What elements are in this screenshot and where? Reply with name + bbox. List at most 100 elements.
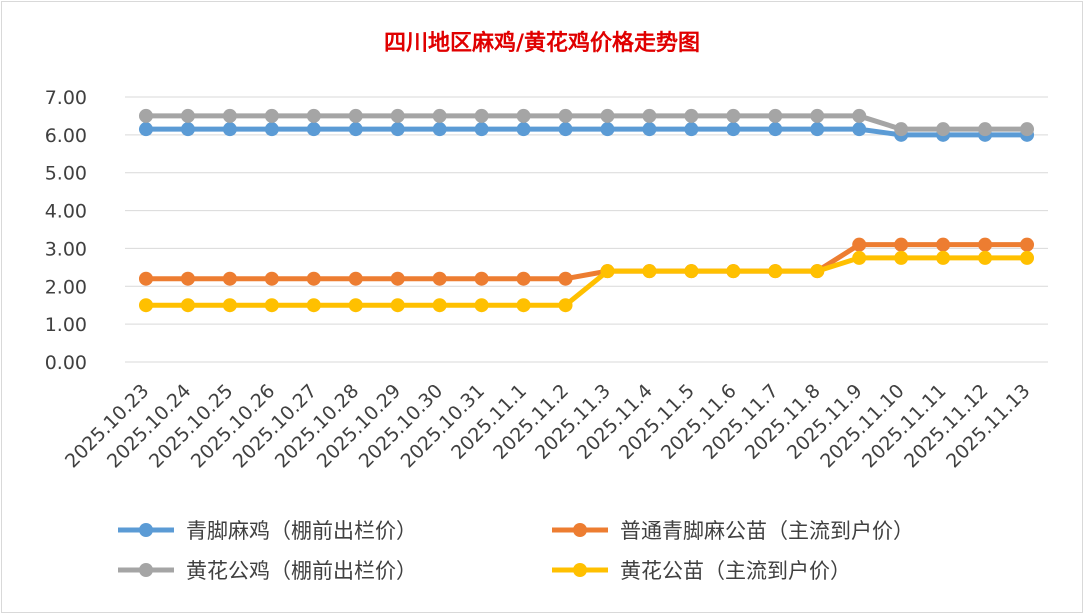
data-point	[180, 122, 195, 137]
chart-title: 四川地区麻鸡/黄花鸡价格走势图	[384, 30, 700, 56]
data-point	[138, 122, 153, 137]
x-axis-ticks: 2025.10.232025.10.242025.10.252025.10.26…	[61, 380, 1035, 472]
data-point	[138, 271, 153, 286]
legend-swatch-marker	[139, 523, 153, 537]
data-point	[264, 298, 279, 313]
data-point	[348, 108, 363, 123]
legend-item: 青脚麻鸡（棚前出栏价）	[118, 519, 417, 543]
data-point	[852, 250, 867, 265]
data-point	[936, 250, 951, 265]
data-point	[474, 271, 489, 286]
data-point	[306, 108, 321, 123]
data-point	[1020, 237, 1035, 252]
data-point	[516, 271, 531, 286]
data-point	[852, 237, 867, 252]
data-point	[390, 298, 405, 313]
data-point	[474, 122, 489, 137]
data-point	[180, 108, 195, 123]
y-axis-ticks: 0.00 1.00 2.00 3.00 4.00 5.00 6.00 7.00	[45, 87, 87, 374]
data-point	[306, 122, 321, 137]
data-point	[222, 298, 237, 313]
data-point	[348, 271, 363, 286]
data-point	[768, 122, 783, 137]
data-point	[978, 250, 993, 265]
data-point	[180, 298, 195, 313]
data-point	[516, 122, 531, 137]
data-point	[684, 108, 699, 123]
data-point	[1020, 122, 1035, 137]
data-point	[726, 108, 741, 123]
data-point	[474, 108, 489, 123]
data-point	[222, 271, 237, 286]
data-point	[978, 122, 993, 137]
series-layer	[138, 108, 1035, 313]
series-0	[138, 122, 1035, 142]
data-point	[768, 264, 783, 279]
y-tick-label: 2.00	[45, 276, 87, 298]
data-point	[432, 271, 447, 286]
legend-swatch-marker	[573, 523, 587, 537]
series-2	[138, 108, 1035, 137]
data-point	[894, 237, 909, 252]
legend-swatch-marker	[139, 563, 153, 577]
data-point	[642, 122, 657, 137]
data-point	[558, 298, 573, 313]
legend-label: 普通青脚麻公苗（主流到户价）	[620, 519, 914, 543]
data-point	[264, 271, 279, 286]
data-point	[852, 122, 867, 137]
data-point	[432, 108, 447, 123]
data-point	[894, 250, 909, 265]
y-tick-label: 4.00	[45, 201, 87, 223]
series-line	[145, 113, 1028, 132]
legend-item: 普通青脚麻公苗（主流到户价）	[552, 519, 914, 543]
legend-item: 黄花公鸡（棚前出栏价）	[118, 559, 417, 583]
y-tick-label: 0.00	[45, 352, 87, 374]
data-point	[474, 298, 489, 313]
data-point	[180, 271, 195, 286]
data-point	[348, 298, 363, 313]
data-point	[348, 122, 363, 137]
data-point	[558, 108, 573, 123]
data-point	[642, 108, 657, 123]
data-point	[264, 108, 279, 123]
series-line	[145, 126, 1028, 138]
data-point	[600, 264, 615, 279]
data-point	[978, 237, 993, 252]
data-point	[810, 108, 825, 123]
y-tick-label: 3.00	[45, 238, 87, 260]
series-line	[145, 255, 1028, 308]
y-tick-label: 1.00	[45, 314, 87, 336]
legend: 青脚麻鸡（棚前出栏价） 普通青脚麻公苗（主流到户价） 黄花公鸡（棚前出栏价） 黄花公苗…	[118, 519, 914, 583]
y-tick-label: 6.00	[45, 125, 87, 147]
legend-item: 黄花公苗（主流到户价）	[552, 559, 851, 583]
data-point	[894, 122, 909, 137]
legend-label: 青脚麻鸡（棚前出栏价）	[186, 519, 417, 543]
data-point	[600, 122, 615, 137]
data-point	[516, 108, 531, 123]
series-line	[145, 242, 1028, 282]
data-point	[726, 264, 741, 279]
data-point	[306, 271, 321, 286]
data-point	[390, 108, 405, 123]
data-point	[138, 298, 153, 313]
data-point	[810, 264, 825, 279]
data-point	[558, 122, 573, 137]
data-point	[558, 271, 573, 286]
data-point	[306, 298, 321, 313]
data-point	[1020, 250, 1035, 265]
data-point	[768, 108, 783, 123]
data-point	[516, 298, 531, 313]
data-point	[138, 108, 153, 123]
data-point	[852, 108, 867, 123]
y-tick-label: 5.00	[45, 163, 87, 185]
series-3	[138, 250, 1035, 313]
data-point	[432, 298, 447, 313]
legend-label: 黄花公苗（主流到户价）	[620, 559, 851, 583]
data-point	[684, 122, 699, 137]
data-point	[600, 108, 615, 123]
data-point	[936, 122, 951, 137]
data-point	[810, 122, 825, 137]
data-point	[642, 264, 657, 279]
data-point	[684, 264, 699, 279]
